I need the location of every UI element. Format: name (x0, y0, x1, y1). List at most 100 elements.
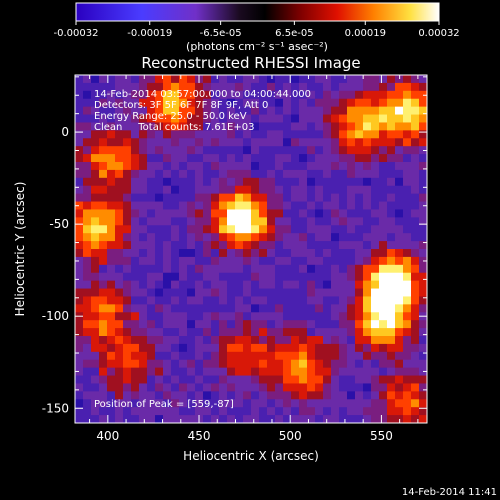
heatmap-cell (147, 280, 156, 290)
heatmap-cell (251, 138, 260, 147)
heatmap-cell (371, 185, 380, 195)
heatmap-cell (307, 375, 316, 385)
heatmap-cell (259, 75, 268, 84)
heatmap-cell (163, 288, 172, 298)
heatmap-cell (259, 375, 268, 385)
heatmap-cell (179, 217, 188, 226)
heatmap-cell (211, 106, 220, 116)
heatmap-cell (115, 256, 124, 266)
heatmap-cell (275, 114, 284, 124)
heatmap-cell (203, 320, 212, 329)
heatmap-cell (83, 185, 92, 195)
heatmap-cell (107, 185, 116, 195)
heatmap-cell (331, 391, 340, 400)
heatmap-cell (99, 264, 108, 274)
heatmap-cell (411, 225, 420, 234)
heatmap-cell (131, 328, 140, 337)
heatmap-cell (339, 138, 348, 147)
heatmap-cell (163, 367, 172, 377)
heatmap-cell (83, 233, 92, 242)
heatmap-cell (387, 217, 396, 226)
heatmap-cell (275, 320, 284, 329)
heatmap-cell (243, 75, 252, 84)
heatmap-cell (267, 233, 276, 242)
heatmap-cell (243, 169, 252, 179)
heatmap-cell (419, 130, 427, 139)
heatmap-cell (179, 304, 188, 313)
heatmap-cell (163, 82, 172, 92)
heatmap-cell (187, 193, 196, 203)
heatmap-cell (211, 391, 220, 400)
heatmap-cell (251, 272, 260, 282)
heatmap-cell (155, 280, 164, 290)
heatmap-cell (115, 391, 124, 400)
heatmap-cell (91, 185, 100, 195)
heatmap-cell (371, 391, 380, 400)
heatmap-cell (211, 225, 220, 234)
heatmap-cell (403, 351, 412, 361)
heatmap-cell (139, 407, 148, 416)
heatmap-cell (195, 169, 204, 179)
heatmap-cell (251, 256, 260, 266)
heatmap-cell (155, 209, 164, 218)
heatmap-cell (275, 177, 284, 187)
heatmap-cell (211, 359, 220, 369)
heatmap-cell (219, 280, 228, 290)
heatmap-cell (275, 391, 284, 400)
heatmap-cell (315, 399, 324, 408)
heatmap-cell (75, 288, 84, 298)
heatmap-cell (139, 249, 148, 258)
heatmap-cell (115, 177, 124, 187)
heatmap-cell (275, 162, 284, 171)
heatmap-cell (243, 367, 252, 377)
heatmap-cell (131, 177, 140, 187)
heatmap-cell (243, 391, 252, 400)
heatmap-cell (267, 217, 276, 226)
heatmap-cell (267, 241, 276, 250)
heatmap-cell (187, 280, 196, 290)
heatmap-cell (107, 343, 116, 353)
heatmap-cell (283, 162, 292, 171)
heatmap-cell (251, 407, 260, 416)
heatmap-cell (75, 177, 84, 187)
heatmap-cell (75, 122, 84, 131)
heatmap-cell (99, 336, 108, 345)
heatmap-cell (267, 328, 276, 337)
heatmap-cell (307, 177, 316, 187)
heatmap-cell (355, 122, 364, 131)
heatmap-cell (363, 280, 372, 290)
heatmap-cell (307, 90, 316, 100)
heatmap-cell (195, 359, 204, 369)
heatmap-cell (147, 391, 156, 400)
heatmap-cell (123, 154, 132, 163)
heatmap-cell (419, 391, 427, 400)
heatmap-cell (315, 209, 324, 218)
heatmap-cell (171, 304, 180, 313)
heatmap-cell (243, 399, 252, 408)
heatmap-cell (371, 312, 380, 321)
heatmap-cell (115, 138, 124, 147)
heatmap-cell (275, 288, 284, 298)
heatmap-cell (411, 304, 420, 313)
heatmap-cell (219, 138, 228, 147)
heatmap-cell (411, 98, 420, 108)
heatmap-cell (139, 169, 148, 179)
heatmap-cell (123, 122, 132, 131)
heatmap-cell (403, 415, 412, 423)
heatmap-cell (379, 90, 388, 100)
heatmap-cell (99, 177, 108, 187)
heatmap-cell (99, 193, 108, 203)
heatmap-cell (299, 217, 308, 226)
heatmap-cell (243, 106, 252, 116)
heatmap-cell (403, 217, 412, 226)
heatmap-cell (227, 209, 236, 218)
heatmap-cell (307, 359, 316, 369)
heatmap-cell (131, 399, 140, 408)
heatmap-cell (131, 146, 140, 155)
heatmap-cell (139, 359, 148, 369)
heatmap-cell (331, 280, 340, 290)
heatmap-cell (147, 162, 156, 171)
heatmap-cell (219, 328, 228, 337)
heatmap-cell (371, 415, 380, 423)
heatmap-cell (123, 391, 132, 400)
